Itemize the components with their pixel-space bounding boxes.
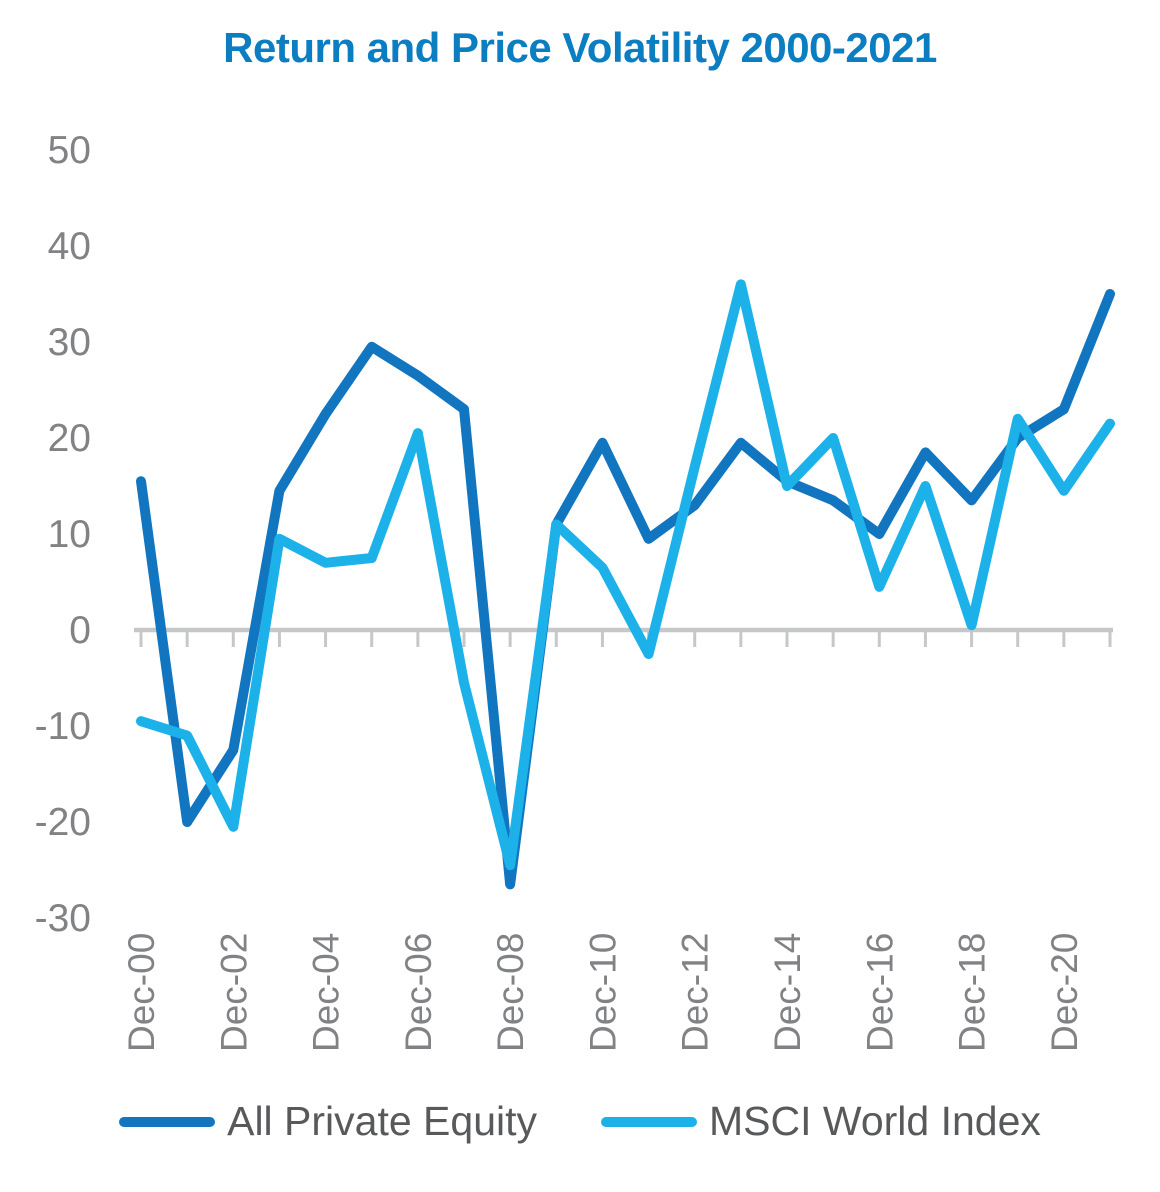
chart-title: Return and Price Volatility 2000-2021 — [223, 24, 937, 71]
y-axis-tick-label: -10 — [35, 705, 91, 748]
y-axis-tick-label: 20 — [48, 417, 91, 460]
x-axis-tick-label: Dec-02 — [213, 933, 254, 1052]
x-axis-tick-label: Dec-10 — [582, 933, 623, 1052]
series-line-all-private-equity — [136, 289, 1115, 890]
legend: All Private Equity MSCI World Index — [0, 1098, 1160, 1145]
x-axis-tick-label: Dec-08 — [490, 933, 531, 1052]
legend-swatch-all-private-equity — [119, 1116, 216, 1127]
y-axis-tick-label: 10 — [48, 513, 91, 556]
legend-item-msci-world-index: MSCI World Index — [601, 1098, 1041, 1145]
legend-item-all-private-equity: All Private Equity — [119, 1098, 537, 1145]
x-axis-tick-label: Dec-14 — [767, 933, 808, 1052]
legend-swatch-msci-world-index — [601, 1116, 697, 1127]
y-axis-tick-label: -30 — [35, 897, 91, 940]
x-axis-tick-label: Dec-04 — [306, 933, 347, 1052]
legend-label-msci-world-index: MSCI World Index — [709, 1098, 1041, 1144]
y-axis-tick-label: 40 — [48, 225, 91, 268]
x-axis-tick-label: Dec-16 — [859, 933, 900, 1052]
x-axis-tick-label: Dec-00 — [121, 933, 162, 1052]
legend-label-all-private-equity: All Private Equity — [227, 1098, 537, 1144]
y-axis-tick-label: -20 — [35, 801, 91, 844]
y-axis-tick-label: 30 — [48, 321, 91, 364]
x-axis-tick-label: Dec-06 — [398, 933, 439, 1052]
x-axis-tick-label: Dec-18 — [952, 933, 993, 1052]
x-axis-tick-label: Dec-12 — [675, 933, 716, 1052]
y-axis-tick-label: 0 — [69, 609, 91, 652]
y-axis-tick-label: 50 — [48, 129, 91, 172]
x-axis-tick-label: Dec-20 — [1044, 933, 1085, 1052]
series-line-msci-world-index — [136, 279, 1115, 871]
